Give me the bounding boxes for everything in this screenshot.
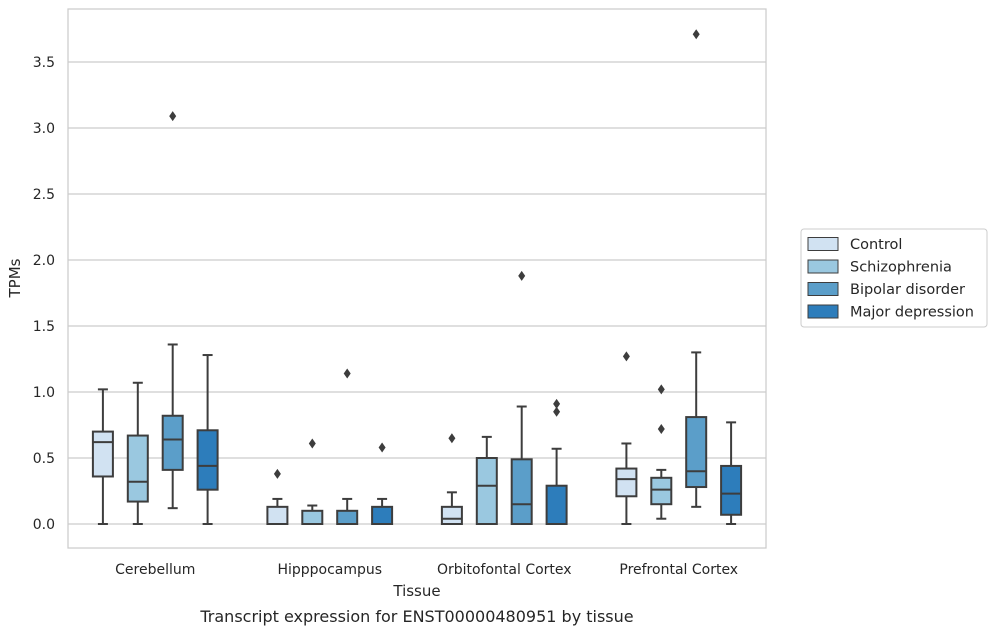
legend-frame [800,228,988,328]
x-tick-label: Cerebellum [115,562,195,578]
y-tick-label: 0.0 [33,517,55,533]
legend-item: Control [807,237,902,253]
box [301,509,324,525]
y-tick-label: 0.5 [33,451,55,467]
x-tick-label: Prefrontal Cortex [619,562,738,578]
outlier-marker [273,468,281,479]
x-tick-label: Orbitofontal Cortex [437,562,572,578]
box [161,414,184,471]
plot-frame [67,8,767,549]
outlier-marker [622,351,630,362]
gridlines [68,61,766,525]
box-groups [91,29,743,526]
box [336,509,359,525]
box-group [440,270,568,526]
outlier-marker [343,368,351,379]
legend-label: Major depression [850,305,974,321]
y-tick-label: 2.0 [33,253,55,269]
outlier-marker [448,433,456,444]
box-group [266,368,394,525]
legend-label: Schizophrenia [850,260,952,276]
legend-swatch [807,237,839,251]
legend-swatch [807,259,839,274]
outlier-marker [657,423,665,434]
box [615,467,638,498]
legend-label: Bipolar disorder [850,282,965,298]
outlier-marker [553,406,561,417]
box [650,476,673,506]
outlier-marker [657,384,665,395]
x-tick-label: Hipppocampus [277,562,382,578]
y-tick-labels: 0.0 0.5 1.0 1.5 2.0 2.5 3.0 3.5 [33,55,55,533]
box [91,430,114,478]
outlier-marker [378,442,386,453]
x-tick-labels: Cerebellum Hipppocampus Orbitofontal Corte… [115,562,738,578]
legend: Control Schizophrenia Bipolar disorder Majo… [800,228,988,328]
outlier-marker [308,438,316,449]
box [126,434,149,503]
box [685,416,708,489]
box [720,464,743,516]
legend-label: Control [850,237,902,253]
outlier-marker [553,398,561,409]
legend-swatch [807,304,839,319]
box [371,505,394,525]
box [196,429,219,491]
legend-swatch [807,282,839,296]
chart-caption: Transcript expression for ENST0000048095… [199,607,633,626]
box [510,458,533,526]
x-axis-label: Tissue [392,582,440,600]
outlier-marker [518,270,526,281]
y-tick-label: 3.0 [33,121,55,137]
y-axis-label: TPMs [6,258,24,298]
outlier-marker [692,29,700,40]
legend-item: Schizophrenia [807,259,952,276]
box-group [615,29,743,525]
legend-item: Bipolar disorder [807,282,965,298]
legend-item: Major depression [807,304,974,321]
box [475,457,498,525]
box [545,484,568,525]
y-tick-label: 3.5 [33,55,55,71]
box-group [91,111,219,525]
y-tick-label: 2.5 [33,187,55,203]
box [440,505,463,525]
y-tick-label: 1.5 [33,319,55,335]
outlier-marker [169,111,177,122]
y-tick-label: 1.0 [33,385,55,401]
box [266,505,289,525]
